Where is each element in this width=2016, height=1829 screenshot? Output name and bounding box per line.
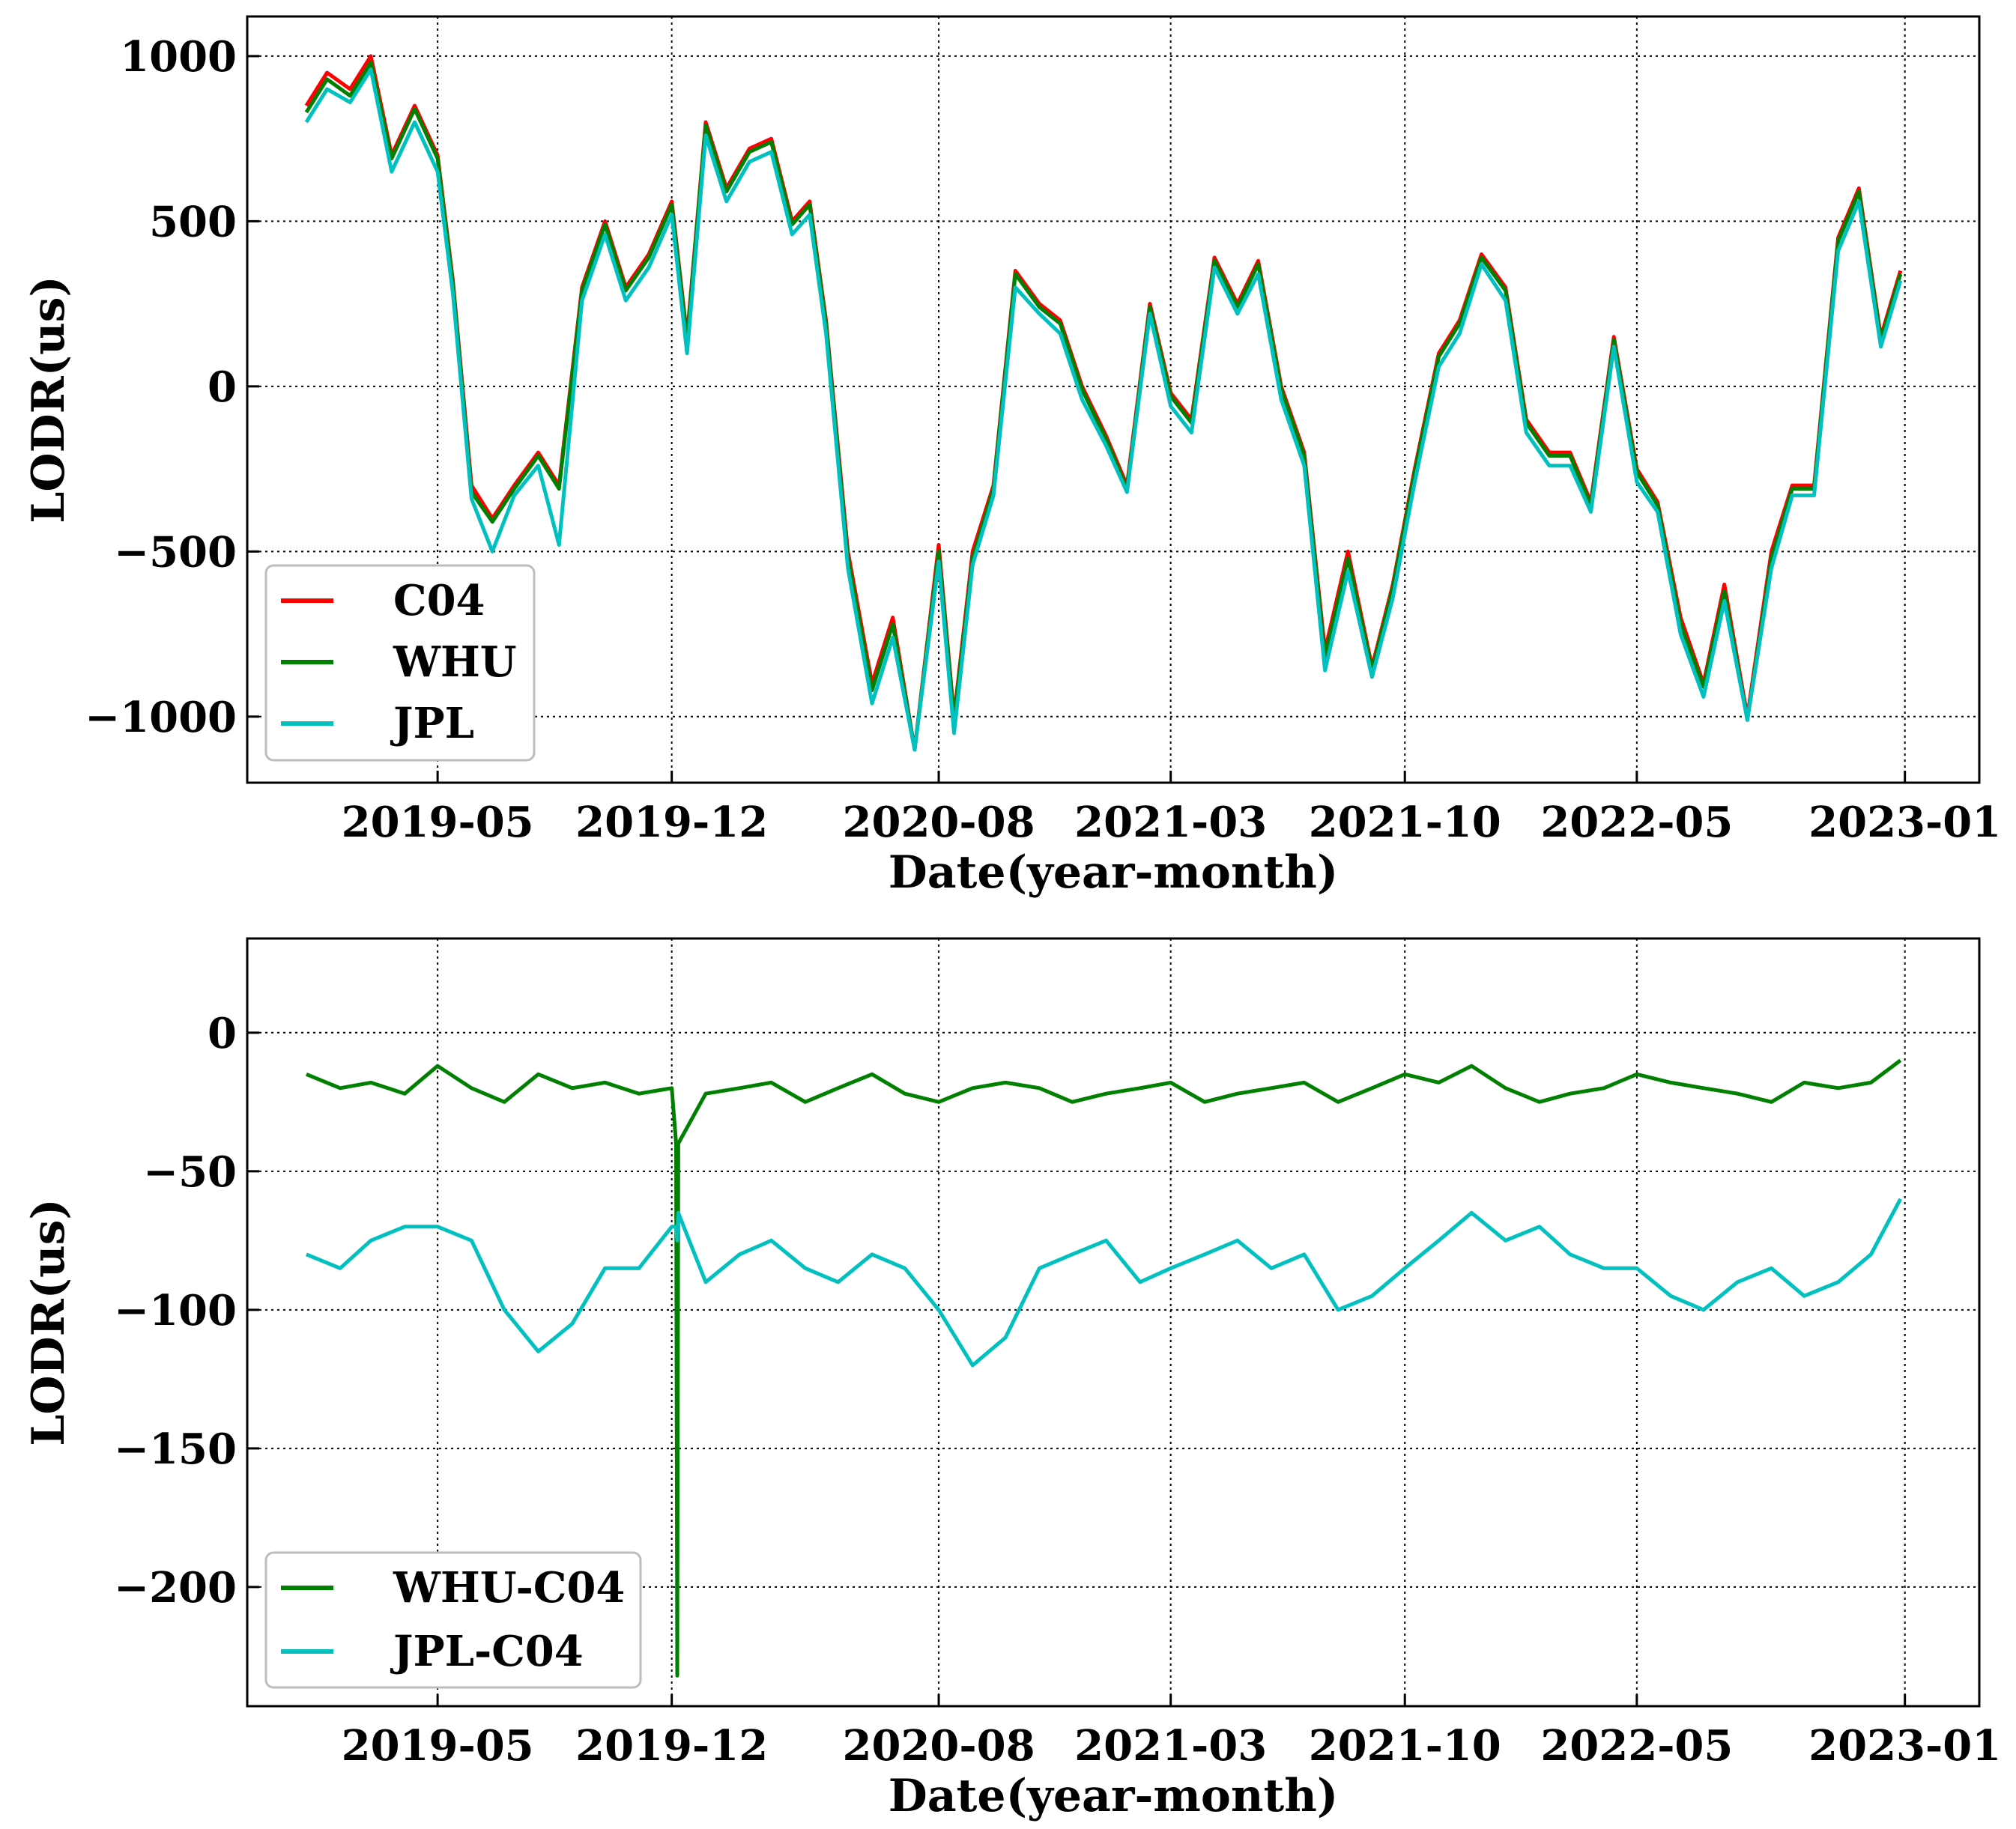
- lodr-difference-panel: 2019-05 2019-12 2020-08 2021-03 2021-10 2022-…: [22, 937, 2001, 1822]
- legend-box: [264, 564, 536, 762]
- y-tick-label: −200: [114, 1563, 237, 1613]
- x-axis-label: Date(year-month): [889, 1770, 1338, 1822]
- legend-box: [264, 1551, 642, 1689]
- series-line-whu_c04: [305, 1058, 1902, 1678]
- y-tick-label: −50: [143, 1147, 237, 1197]
- x-tick-label: 2022-05: [1540, 1721, 1733, 1771]
- legend-label-c04: C04: [393, 576, 485, 625]
- lodr-series-panel: 2019-05 2019-12 2020-08 2021-03 2021-10 2022-…: [22, 15, 2001, 899]
- x-tick-label: 2021-10: [1309, 1721, 1501, 1771]
- y-tick-label: −150: [114, 1425, 237, 1474]
- x-tick-label: 2023-01: [1808, 1721, 2001, 1771]
- legend-label-jpl_c04: JPL-C04: [390, 1627, 584, 1676]
- series-line-whu: [304, 61, 1903, 752]
- y-axis-label: LODR(us): [22, 1198, 75, 1446]
- y-tick-label: −500: [114, 527, 237, 577]
- y-tick-label: 500: [149, 197, 237, 246]
- y-tick-label: 0: [208, 1009, 237, 1058]
- y-tick-label: 0: [208, 363, 237, 412]
- x-tick-label: 2023-01: [1808, 798, 2001, 847]
- legend: WHU-C04 JPL-C04: [264, 1551, 642, 1689]
- legend-label-jpl: JPL: [390, 699, 474, 748]
- x-tick-label: 2019-12: [575, 1721, 768, 1771]
- plot-frame: [246, 15, 1981, 784]
- x-tick-label: 2019-05: [342, 798, 534, 847]
- y-tick-label: −100: [114, 1286, 237, 1335]
- x-tick-label: 2020-08: [843, 798, 1035, 847]
- plot-frame: [246, 937, 1981, 1708]
- y-axis-label: LODR(us): [22, 276, 75, 524]
- x-tick-label: 2020-08: [843, 1721, 1035, 1771]
- x-tick-label: 2021-03: [1074, 1721, 1267, 1771]
- series-line-jpl: [304, 67, 1903, 752]
- series-line-c04: [304, 54, 1903, 752]
- legend-label-whu_c04: WHU-C04: [393, 1563, 625, 1613]
- x-tick-label: 2019-05: [342, 1721, 534, 1771]
- series-line-jpl_c04: [305, 1198, 1903, 1368]
- legend: C04 WHU JPL: [264, 564, 536, 762]
- x-tick-label: 2022-05: [1540, 798, 1733, 847]
- x-tick-label: 2021-10: [1309, 798, 1501, 847]
- y-tick-label: 1000: [120, 32, 237, 82]
- x-axis-label: Date(year-month): [889, 846, 1338, 899]
- x-tick-label: 2019-12: [575, 798, 768, 847]
- x-tick-label: 2021-03: [1074, 798, 1267, 847]
- y-tick-label: −1000: [85, 693, 237, 742]
- legend-label-whu: WHU: [393, 637, 517, 687]
